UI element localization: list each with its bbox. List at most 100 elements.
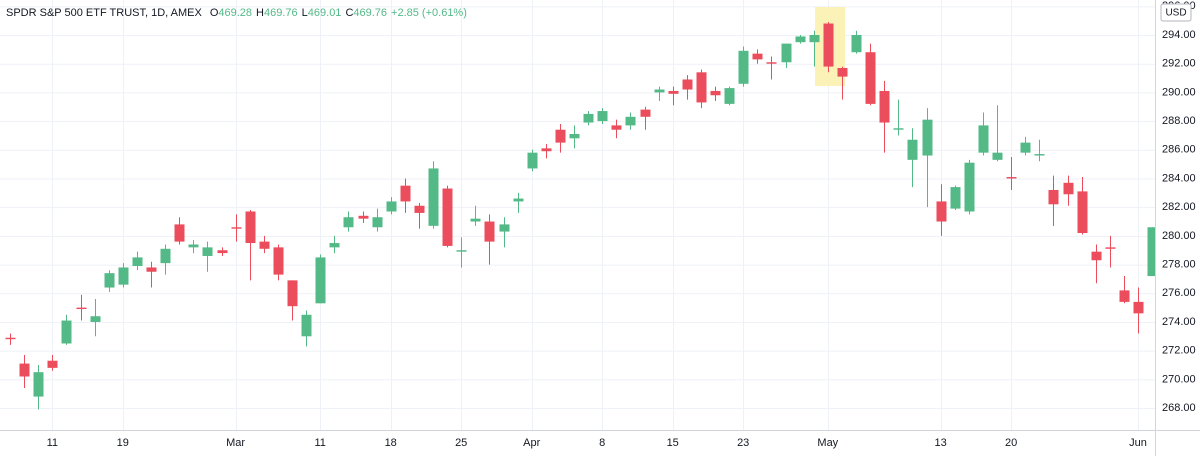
candle-body [1091, 251, 1102, 261]
legend-value: 469.76 [264, 7, 298, 19]
y-tick-label: 288.00 [1162, 115, 1196, 127]
legend-value: 469.76 [353, 7, 387, 19]
x-tick-label: 11 [314, 437, 325, 449]
grid [0, 0, 1155, 430]
candle-body [527, 152, 538, 169]
y-tick-label: 294.00 [1162, 29, 1196, 41]
legend-key: L [302, 7, 308, 19]
y-tick-label: 278.00 [1162, 258, 1196, 270]
x-tick-label: May [817, 437, 838, 449]
candle-body [696, 72, 707, 103]
legend-value: 469.28 [218, 7, 252, 19]
candle-body [273, 247, 284, 275]
x-tick-label: Apr [523, 437, 540, 449]
x-tick-label: 23 [737, 437, 749, 449]
candle-body [1034, 154, 1045, 156]
candle-body [668, 90, 679, 94]
legend-title: SPDR S&P 500 ETF TRUST, 1D, AMEX [6, 7, 202, 19]
x-tick-label: 15 [667, 437, 679, 449]
legend-change: +2.85 (+0.61%) [391, 7, 467, 19]
x-tick-label: Jun [1129, 437, 1147, 449]
candle-body [287, 280, 298, 307]
candle-body [104, 273, 115, 288]
candle-body [202, 247, 213, 256]
candle-body [132, 257, 143, 267]
candle-body [851, 35, 862, 53]
candle-body [865, 52, 876, 104]
candle-body [809, 35, 820, 43]
candle-body [879, 90, 890, 123]
candle-body [1020, 142, 1031, 153]
candle-body [893, 128, 904, 130]
candle-body [456, 250, 467, 252]
candle-body [922, 119, 933, 156]
candle-body [1133, 301, 1144, 314]
candle-body [1147, 227, 1158, 277]
candle-body [329, 243, 340, 248]
candle-body [174, 224, 185, 242]
candle-body [400, 185, 411, 202]
candle-body [992, 152, 1003, 160]
candle-body [583, 113, 594, 123]
candle-body [33, 372, 44, 397]
candle-body [19, 363, 30, 377]
candle-body [1063, 182, 1074, 195]
legend-value: 469.01 [308, 7, 342, 19]
candle-body [499, 224, 510, 232]
candle-body [5, 337, 16, 340]
y-tick-label: 274.00 [1162, 316, 1196, 328]
candle-body [710, 90, 721, 96]
candle-body [47, 360, 58, 368]
legend: SPDR S&P 500 ETF TRUST, 1D, AMEX O469.28 H… [6, 7, 467, 19]
candle-body [1119, 290, 1130, 302]
candle-body [625, 116, 636, 126]
legend-key: C [345, 7, 353, 19]
x-tick-label: 19 [117, 437, 129, 449]
candle-body [484, 221, 495, 242]
y-tick-label: 284.00 [1162, 172, 1196, 184]
candle-body [470, 218, 481, 222]
candle-body [414, 205, 425, 213]
candle-body [1006, 177, 1017, 179]
candle-body [343, 217, 354, 228]
y-tick-label: 272.00 [1162, 345, 1196, 357]
x-tick-label: 8 [599, 437, 605, 449]
candle-body [513, 198, 524, 202]
candle-body [217, 250, 228, 254]
candle-body [936, 201, 947, 222]
candle-body [795, 36, 806, 43]
candle-body [766, 62, 777, 64]
candle-body [978, 125, 989, 153]
candle-body [386, 201, 397, 212]
candle-body [231, 227, 242, 229]
candle-body [738, 50, 749, 84]
candle-body [372, 217, 383, 228]
candle-body [245, 211, 256, 244]
candle-body [442, 188, 453, 246]
currency: USD [1165, 8, 1186, 19]
candle-body [61, 320, 72, 344]
candle-body [752, 53, 763, 60]
candle-body [188, 244, 199, 248]
candle-body [1077, 191, 1088, 234]
candle-body [823, 23, 834, 67]
candle-body [569, 134, 580, 139]
candle-body [597, 111, 608, 122]
time-axis [0, 430, 1200, 456]
candle-body [611, 125, 622, 130]
candle-body [1048, 189, 1059, 205]
candle-body [555, 129, 566, 143]
candles [5, 22, 1158, 410]
candle-body [428, 168, 439, 226]
candle-body [160, 248, 171, 264]
candle-body [781, 43, 792, 63]
candle-body [837, 68, 848, 77]
candle-body [950, 187, 961, 209]
x-tick-label: 18 [385, 437, 397, 449]
candle-body [259, 241, 270, 249]
candle-body [76, 307, 87, 310]
x-tick-label: 20 [1005, 437, 1017, 449]
y-tick-label: 286.00 [1162, 144, 1196, 156]
y-tick-label: 270.00 [1162, 373, 1196, 385]
